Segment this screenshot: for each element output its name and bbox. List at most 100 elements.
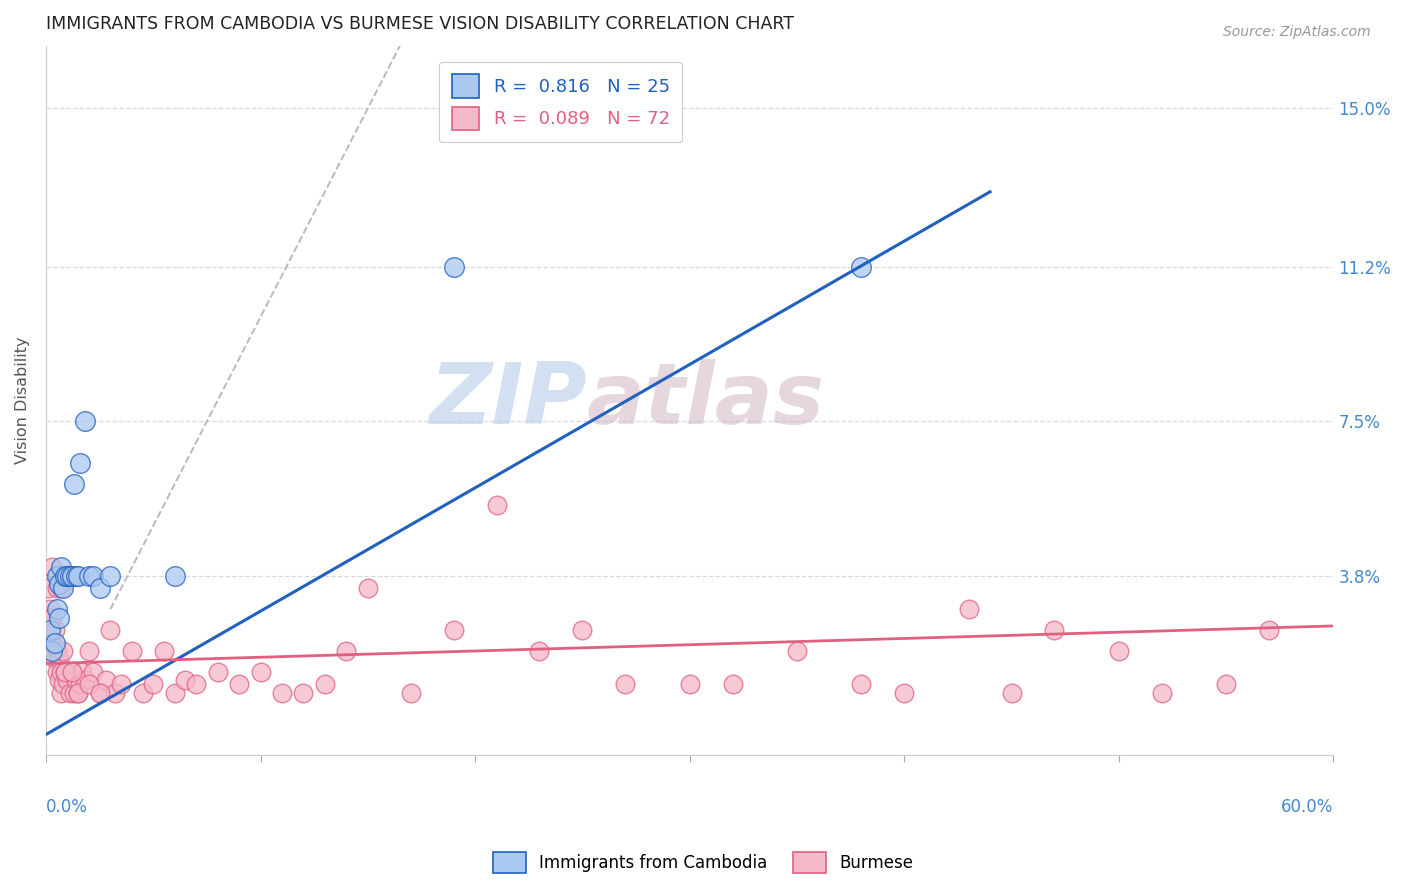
Point: [56, 673, 79, 688]
Point: [73, 414, 96, 428]
Point: [52, 677, 75, 691]
Point: [94, 673, 117, 688]
Point: [45, 644, 67, 658]
Point: [1000, 686, 1022, 700]
Point: [60, 665, 83, 679]
Point: [1108, 644, 1130, 658]
Point: [614, 677, 637, 691]
Point: [89, 582, 111, 596]
Point: [65, 673, 87, 688]
Point: [851, 260, 873, 274]
Point: [63, 477, 86, 491]
Point: [49, 686, 72, 700]
Point: [249, 665, 271, 679]
Point: [485, 498, 508, 512]
Point: [357, 582, 380, 596]
Point: [65, 569, 87, 583]
Text: ZIP: ZIP: [429, 359, 586, 442]
Point: [37, 582, 59, 596]
Point: [49, 582, 72, 596]
Point: [45, 665, 67, 679]
Point: [679, 677, 702, 691]
Point: [52, 582, 75, 596]
Point: [63, 686, 86, 700]
Point: [72, 665, 94, 679]
Point: [44, 635, 66, 649]
Point: [41, 610, 63, 624]
Point: [45, 602, 67, 616]
Point: [131, 686, 153, 700]
Point: [73, 673, 96, 688]
Point: [82, 569, 104, 583]
Point: [121, 644, 143, 658]
Point: [53, 665, 76, 679]
Text: IMMIGRANTS FROM CAMBODIA VS BURMESE VISION DISABILITY CORRELATION CHART: IMMIGRANTS FROM CAMBODIA VS BURMESE VISI…: [46, 15, 794, 33]
Point: [45, 569, 67, 583]
Point: [67, 569, 90, 583]
Point: [851, 677, 873, 691]
Point: [82, 665, 104, 679]
Point: [39, 602, 62, 616]
Point: [399, 686, 422, 700]
Point: [56, 569, 79, 583]
Point: [49, 665, 72, 679]
Point: [1258, 623, 1281, 637]
Point: [957, 602, 980, 616]
Point: [1150, 686, 1173, 700]
Point: [48, 652, 70, 666]
Text: 0.0%: 0.0%: [46, 798, 87, 816]
Point: [53, 665, 76, 679]
Text: Source: ZipAtlas.com: Source: ZipAtlas.com: [1223, 25, 1371, 39]
Point: [60, 569, 83, 583]
Point: [228, 677, 250, 691]
Point: [529, 644, 551, 658]
Point: [271, 686, 294, 700]
Point: [77, 677, 100, 691]
Point: [89, 686, 111, 700]
Text: atlas: atlas: [586, 359, 825, 442]
Point: [721, 677, 744, 691]
Point: [41, 560, 63, 574]
Point: [39, 623, 62, 637]
Point: [163, 569, 186, 583]
Point: [186, 677, 208, 691]
Point: [67, 686, 90, 700]
Point: [69, 677, 91, 691]
Point: [142, 677, 165, 691]
Legend: Immigrants from Cambodia, Burmese: Immigrants from Cambodia, Burmese: [486, 846, 920, 880]
Point: [41, 635, 63, 649]
Y-axis label: Vision Disability: Vision Disability: [15, 337, 30, 464]
Point: [153, 644, 176, 658]
Point: [77, 644, 100, 658]
Point: [49, 560, 72, 574]
Point: [58, 569, 80, 583]
Point: [1043, 623, 1066, 637]
Point: [98, 569, 121, 583]
Point: [335, 644, 357, 658]
Point: [89, 686, 111, 700]
Point: [60, 665, 83, 679]
Point: [314, 677, 336, 691]
Point: [110, 677, 132, 691]
Point: [77, 569, 100, 583]
Point: [893, 686, 915, 700]
Point: [104, 686, 127, 700]
Point: [174, 673, 197, 688]
Point: [48, 673, 70, 688]
Point: [52, 644, 75, 658]
Point: [292, 686, 315, 700]
Point: [786, 644, 808, 658]
Point: [443, 623, 465, 637]
Point: [207, 665, 229, 679]
Point: [45, 582, 67, 596]
Point: [443, 260, 465, 274]
Point: [53, 569, 76, 583]
Point: [98, 623, 121, 637]
Point: [44, 652, 66, 666]
Point: [69, 456, 91, 470]
Point: [67, 686, 90, 700]
Text: 60.0%: 60.0%: [1281, 798, 1333, 816]
Point: [58, 686, 80, 700]
Point: [571, 623, 593, 637]
Legend: R =  0.816   N = 25, R =  0.089   N = 72: R = 0.816 N = 25, R = 0.089 N = 72: [440, 62, 682, 143]
